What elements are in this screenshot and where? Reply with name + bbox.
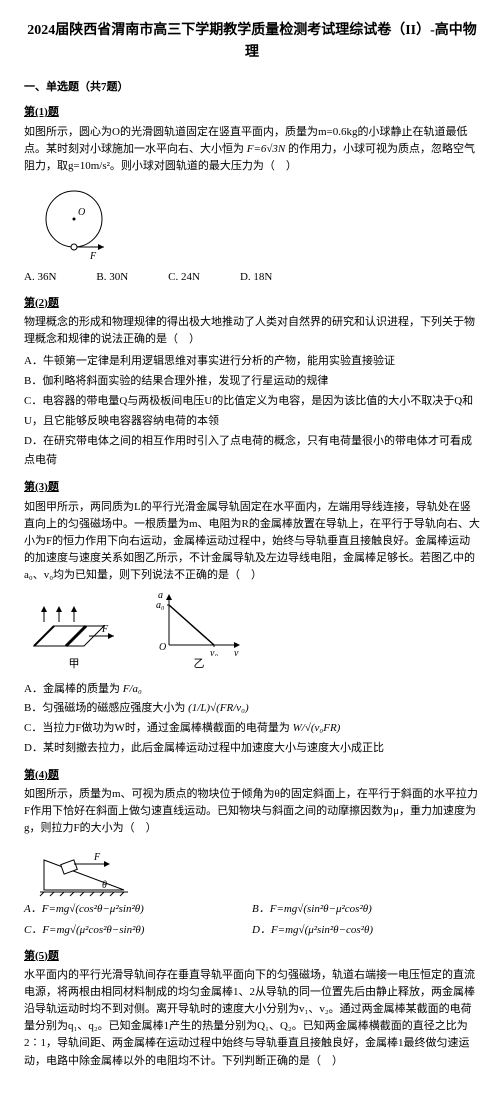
q4-figure: F θ — [34, 842, 480, 897]
q5-num: 第(5)题 — [24, 948, 480, 966]
q1-A: A. 36N — [24, 269, 56, 287]
q4-D: D．F=mg√(μ²sin²θ−cos²θ) — [252, 922, 480, 940]
q1-C: C. 24N — [168, 269, 200, 287]
q3-A: A．金属棒的质量为 F/a₀ — [24, 680, 480, 700]
q1-options: A. 36N B. 30N C. 24N D. 18N — [24, 269, 480, 287]
q4-B: B．F=mg√(sin²θ−μ²cos²θ) — [252, 901, 480, 919]
incline-figure: F θ — [34, 842, 144, 897]
q4-num: 第(4)题 — [24, 767, 480, 785]
q4-C: C．F=mg√(μ²cos²θ−sin²θ) — [24, 922, 252, 940]
svg-text:a: a — [158, 590, 163, 601]
q3-D: D．某时刻撤去拉力，此后金属棒运动过程中加速度大小与速度大小成正比 — [24, 739, 480, 759]
fig-caption-yi: 乙 — [154, 656, 244, 674]
svg-text:v₀: v₀ — [210, 648, 218, 656]
circle-figure: O F — [34, 179, 124, 265]
q4-options: A．F=mg√(cos²θ−μ²sin²θ) B．F=mg√(sin²θ−μ²c… — [24, 901, 480, 940]
q1-B: B. 30N — [96, 269, 128, 287]
q3-B: B．匀强磁场的磁感应强度大小为 (1/L)√(FR/v₀) — [24, 699, 480, 719]
svg-text:a₀: a₀ — [156, 600, 165, 611]
q2-stem: 物理概念的形成和物理规律的得出极大地推动了人类对自然界的研究和认识进程，下列关于… — [24, 314, 480, 348]
section-1-head: 一、单选题（共7题） — [24, 79, 480, 97]
rail-figure: F — [24, 596, 124, 656]
q2-num: 第(2)题 — [24, 295, 480, 313]
q1-stem: 如图所示，圆心为O的光滑圆轨道固定在竖直平面内，质量为m=0.6kg的小球静止在… — [24, 124, 480, 175]
q2-C: C．电容器的带电量Q与两极板间电压U的比值定义为电容，是因为该比值的大小不取决于… — [24, 392, 480, 432]
q1-num: 第(1)题 — [24, 104, 480, 122]
fig-caption-jia: 甲 — [24, 656, 124, 674]
svg-text:O: O — [159, 642, 166, 653]
q3-figures: F 甲 a₀ v₀ a v O 乙 — [24, 590, 480, 674]
q3-fig-jia: F 甲 — [24, 596, 124, 674]
page-title: 2024届陕西省渭南市高三下学期教学质量检测考试理综试卷（II）-高中物理 — [24, 20, 480, 65]
q2-B: B．伽利略将斜面实验的结果合理外推，发现了行星运动的规律 — [24, 372, 480, 392]
q3-C: C．当拉力F做功为W时，通过金属棒横截面的电荷量为 W/√(v₀FR) — [24, 719, 480, 739]
svg-text:F: F — [101, 624, 109, 635]
q2-A: A．牛顿第一定律是利用逻辑思维对事实进行分析的产物，能用实验直接验证 — [24, 352, 480, 372]
svg-text:θ: θ — [102, 880, 107, 891]
svg-text:F: F — [89, 251, 97, 262]
q4-A: A．F=mg√(cos²θ−μ²sin²θ) — [24, 901, 252, 919]
graph-figure: a₀ v₀ a v O — [154, 590, 244, 656]
svg-text:F: F — [93, 852, 101, 863]
q3-num: 第(3)题 — [24, 479, 480, 497]
q1-D: D. 18N — [240, 269, 272, 287]
q2-options: A．牛顿第一定律是利用逻辑思维对事实进行分析的产物，能用实验直接验证 B．伽利略… — [24, 352, 480, 471]
q3-options: A．金属棒的质量为 F/a₀ B．匀强磁场的磁感应强度大小为 (1/L)√(FR… — [24, 680, 480, 759]
q4-stem: 如图所示，质量为m、可视为质点的物块位于倾角为θ的固定斜面上，在平行于斜面的水平… — [24, 786, 480, 837]
q5-stem: 水平面内的平行光滑导轨间存在垂直导轨平面向下的匀强磁场，轨道右端接一电压恒定的直… — [24, 967, 480, 1069]
svg-text:O: O — [78, 207, 85, 218]
q1-figure: O F — [34, 179, 480, 265]
q1-formula: F=6√3N — [247, 143, 286, 155]
q3-stem: 如图甲所示，两同质为L的平行光滑金属导轨固定在水平面内，左端用导线连接，导轨处在… — [24, 499, 480, 584]
q2-D: D．在研究带电体之间的相互作用时引入了点电荷的概念，只有电荷量很小的带电体才可看… — [24, 432, 480, 472]
svg-text:v: v — [234, 648, 239, 656]
q3-fig-yi: a₀ v₀ a v O 乙 — [154, 590, 244, 674]
